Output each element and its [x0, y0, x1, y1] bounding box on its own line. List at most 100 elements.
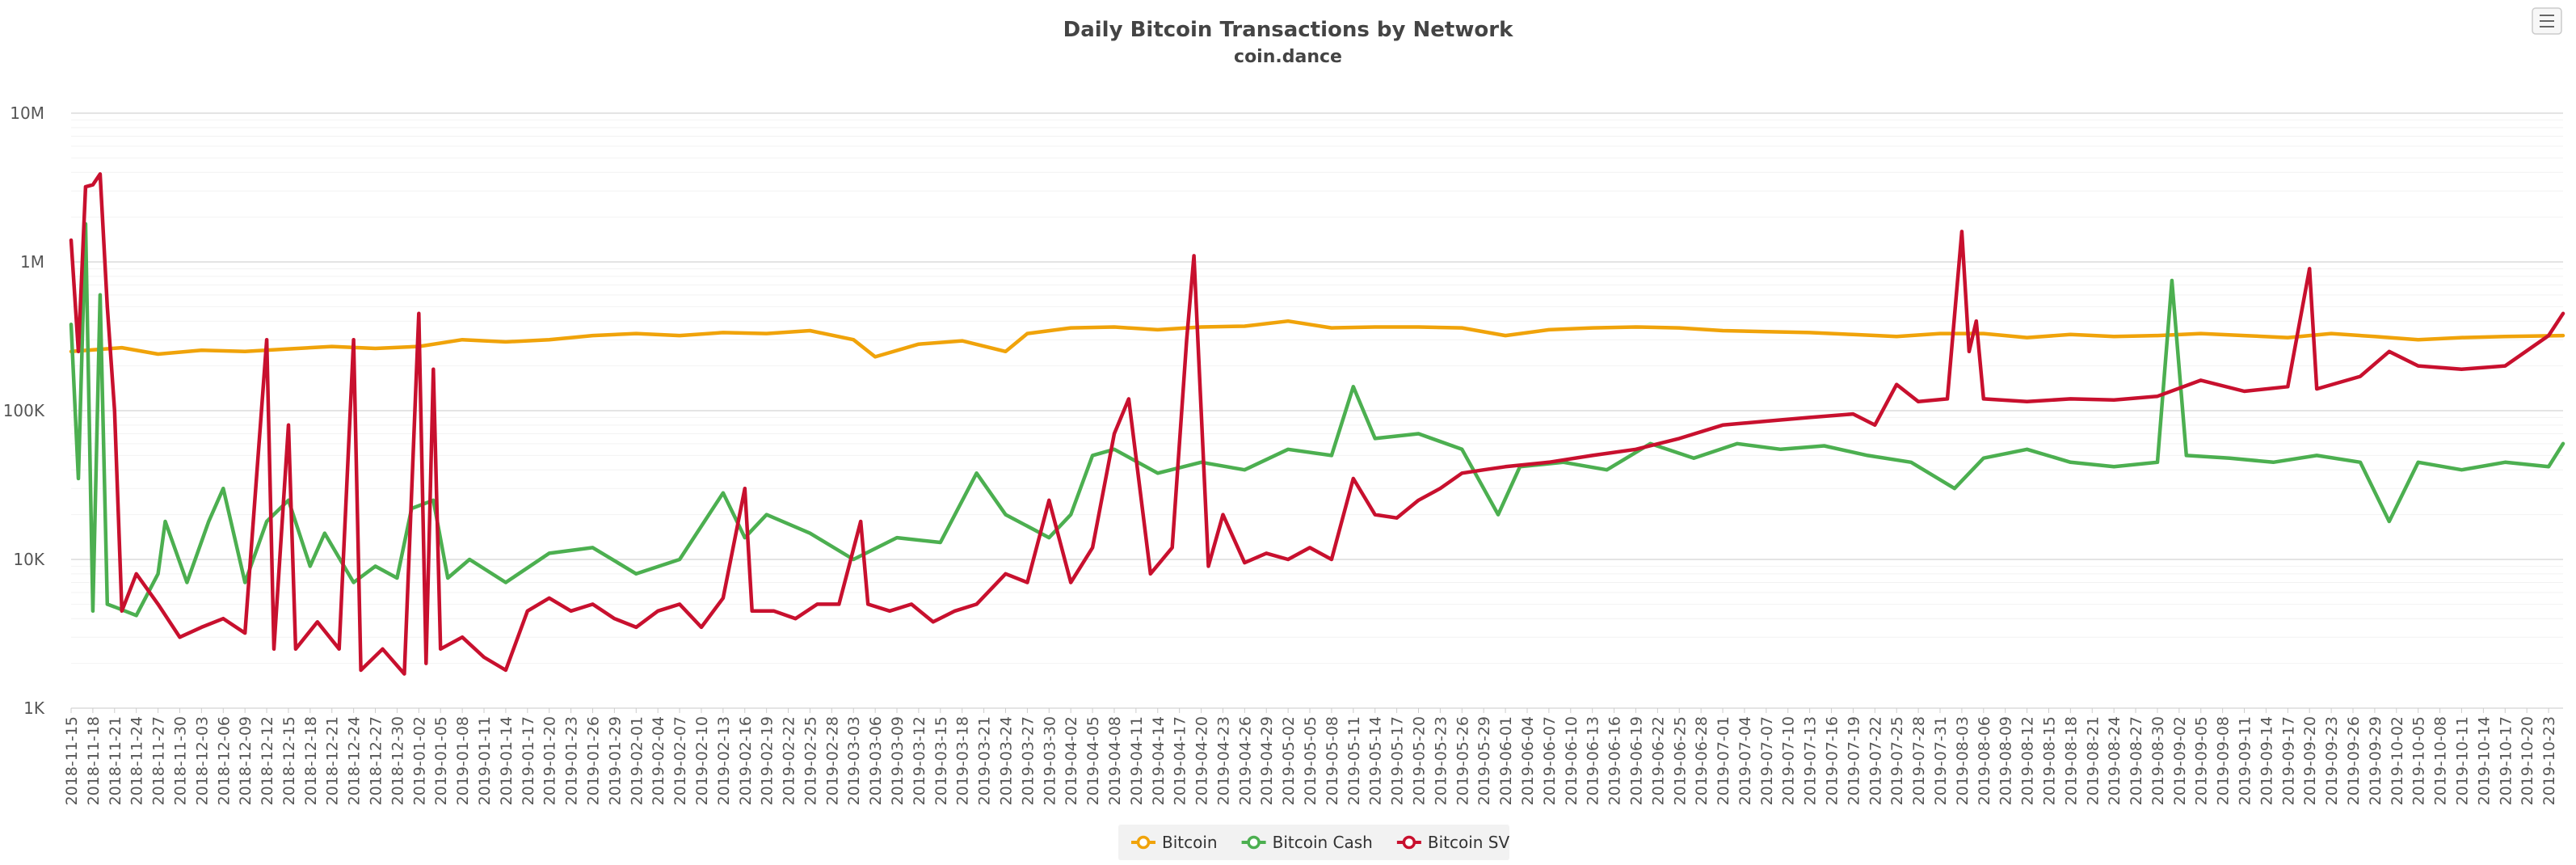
- x-tick-label: 2018-12-27: [368, 716, 385, 805]
- x-tick-label: 2019-08-24: [2106, 716, 2124, 805]
- x-tick-label: 2019-03-03: [845, 716, 863, 805]
- y-tick-label: 10M: [10, 103, 44, 123]
- x-tick-label: 2019-09-26: [2345, 716, 2363, 805]
- legend-item-2[interactable]: Bitcoin SV: [1396, 833, 1510, 852]
- x-tick-label: 2019-07-10: [1780, 716, 1798, 805]
- y-tick-label: 100K: [3, 401, 45, 420]
- x-tick-label: 2019-05-17: [1389, 716, 1407, 805]
- chart-subtitle: coin.dance: [1234, 47, 1342, 67]
- x-tick-label: 2019-10-17: [2497, 716, 2515, 805]
- x-tick-label: 2019-09-11: [2237, 716, 2254, 805]
- x-tick-label: 2019-02-28: [823, 716, 841, 805]
- x-tick-label: 2019-04-20: [1193, 716, 1211, 805]
- x-tick-label: 2019-03-15: [932, 716, 950, 805]
- x-tick-label: 2019-02-19: [759, 716, 777, 805]
- y-tick-label: 10K: [13, 550, 44, 569]
- x-tick-label: 2019-08-06: [1976, 716, 1993, 805]
- x-tick-label: 2019-02-10: [693, 716, 711, 805]
- x-tick-label: 2019-03-30: [1041, 716, 1059, 805]
- legend-item-0[interactable]: Bitcoin: [1131, 833, 1218, 852]
- x-tick-label: 2019-03-21: [976, 716, 994, 805]
- x-tick-label: 2019-05-20: [1411, 716, 1429, 805]
- x-tick-label: 2019-09-29: [2367, 716, 2384, 805]
- x-tick-label: 2019-05-29: [1475, 716, 1493, 805]
- x-tick-label: 2019-01-05: [432, 716, 450, 805]
- x-tick-label: 2018-11-21: [107, 716, 124, 805]
- chart-menu-button[interactable]: [2532, 7, 2562, 35]
- x-tick-label: 2019-05-02: [1280, 716, 1298, 805]
- x-tick-label: 2019-01-02: [410, 716, 428, 805]
- x-tick-label: 2019-02-07: [671, 716, 689, 805]
- x-tick-label: 2018-11-30: [171, 716, 189, 805]
- x-tick-label: 2019-07-28: [1910, 716, 1928, 805]
- x-tick-label: 2019-04-08: [1106, 716, 1124, 805]
- x-tick-label: 2019-10-02: [2389, 716, 2406, 805]
- x-tick-label: 2019-01-20: [541, 716, 559, 805]
- chart-title: Daily Bitcoin Transactions by Network: [1063, 18, 1513, 42]
- x-tick-label: 2019-08-15: [2040, 716, 2058, 805]
- x-tick-label: 2019-03-06: [867, 716, 885, 805]
- x-tick-label: 2018-12-12: [259, 716, 276, 805]
- x-tick-label: 2019-01-17: [520, 716, 537, 805]
- series-line-2: [69, 171, 2565, 676]
- x-tick-label: 2019-02-13: [715, 716, 733, 805]
- x-tick-label: 2019-05-11: [1345, 716, 1363, 805]
- legend-item-1[interactable]: Bitcoin Cash: [1241, 833, 1373, 852]
- x-tick-label: 2019-09-02: [2171, 716, 2189, 805]
- x-tick-label: 2019-01-11: [476, 716, 494, 805]
- series-layer: [69, 171, 2565, 676]
- x-tick-label: 2018-11-24: [128, 716, 146, 805]
- x-tick-label: 2019-07-07: [1758, 716, 1776, 805]
- x-tick-label: 2019-09-05: [2193, 716, 2211, 805]
- x-tick-label: 2019-04-23: [1214, 716, 1232, 805]
- x-tick-label: 2019-09-08: [2215, 716, 2233, 805]
- x-tick-label: 2019-05-26: [1454, 716, 1471, 805]
- x-tick-label: 2019-07-13: [1802, 716, 1820, 805]
- x-tick-label: 2019-04-11: [1128, 716, 1146, 805]
- x-tick-label: 2019-09-23: [2323, 716, 2341, 805]
- x-tick-label: 2018-11-15: [63, 716, 81, 805]
- legend-box: [1118, 825, 1509, 860]
- x-tick-label: 2019-02-16: [737, 716, 755, 805]
- x-tick-label: 2019-02-01: [628, 716, 646, 805]
- x-tick-label: 2018-12-30: [389, 716, 406, 805]
- x-tick-label: 2019-01-26: [584, 716, 602, 805]
- x-tick-label: 2019-08-30: [2149, 716, 2167, 805]
- x-tick-label: 2019-06-04: [1519, 716, 1537, 805]
- x-tick-label: 2019-07-22: [1867, 716, 1884, 805]
- legend-label: Bitcoin Cash: [1273, 833, 1373, 852]
- x-tick-label: 2019-10-08: [2432, 716, 2450, 805]
- legend-label: Bitcoin: [1162, 833, 1218, 852]
- x-tick-label: 2019-03-24: [998, 716, 1016, 805]
- x-tick-label: 2019-05-05: [1302, 716, 1320, 805]
- x-tick-label: 2019-06-16: [1606, 716, 1624, 805]
- x-tick-label: 2019-05-23: [1432, 716, 1450, 805]
- x-tick-label: 2018-12-15: [280, 716, 298, 805]
- x-tick-label: 2018-12-09: [237, 716, 255, 805]
- x-tick-label: 2019-06-10: [1563, 716, 1581, 805]
- x-tick-label: 2019-06-25: [1671, 716, 1689, 805]
- x-tick-label: 2019-06-19: [1627, 716, 1645, 805]
- x-tick-label: 2019-08-27: [2128, 716, 2145, 805]
- series-line-0: [69, 319, 2565, 359]
- x-tick-label: 2019-03-27: [1019, 716, 1037, 805]
- x-tick-label: 2019-02-04: [650, 716, 667, 805]
- x-tick-label: 2019-01-14: [498, 716, 516, 805]
- x-tick-label: 2019-01-29: [606, 716, 624, 805]
- x-tick-label: 2019-06-13: [1585, 716, 1602, 805]
- legend-label: Bitcoin SV: [1428, 833, 1510, 852]
- grid-major: [71, 112, 2563, 709]
- x-tick-label: 2019-07-25: [1888, 716, 1906, 805]
- x-tick-label: 2019-09-14: [2258, 716, 2275, 805]
- x-tick-label: 2019-08-03: [1954, 716, 1972, 805]
- y-tick-label: 1K: [23, 698, 45, 718]
- menu-icon: [2540, 15, 2554, 27]
- x-tick-label: 2019-10-11: [2453, 716, 2471, 805]
- x-tick-label: 2018-12-21: [324, 716, 342, 805]
- x-tick-label: 2018-12-18: [302, 716, 320, 805]
- x-axis: 2018-11-15 2018-11-18 2018-11-21 2018-11-24…: [63, 708, 2558, 805]
- x-tick-label: 2018-12-06: [215, 716, 233, 805]
- x-tick-label: 2019-04-05: [1084, 716, 1102, 805]
- x-tick-label: 2019-06-28: [1693, 716, 1711, 805]
